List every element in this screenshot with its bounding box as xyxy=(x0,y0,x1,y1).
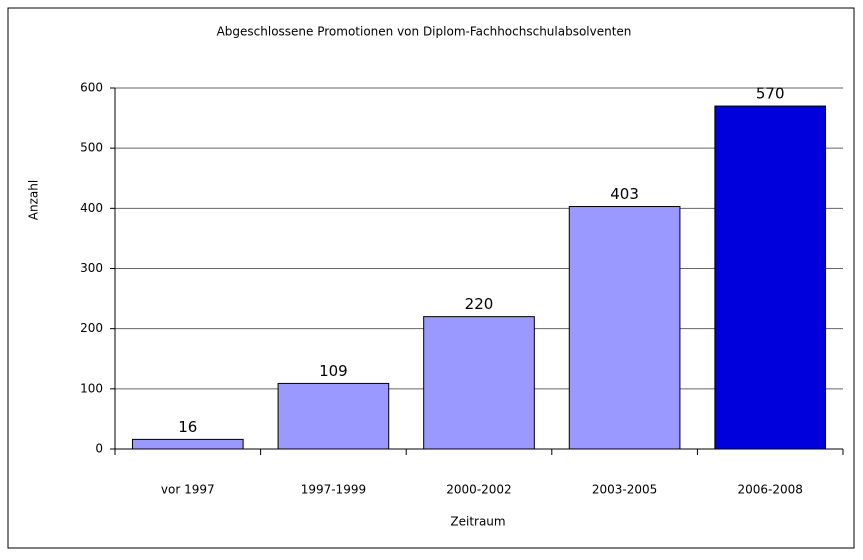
bar xyxy=(277,382,390,450)
y-tick-label: 200 xyxy=(80,321,103,335)
bar xyxy=(714,105,827,450)
y-tick-label: 500 xyxy=(80,141,103,155)
y-tick-label: 600 xyxy=(80,81,103,95)
y-axis-label: Anzahl xyxy=(27,180,41,220)
bar xyxy=(131,438,244,450)
y-tick-label: 0 xyxy=(95,442,103,456)
y-tick-label: 300 xyxy=(80,261,103,275)
y-tick-label: 400 xyxy=(80,201,103,215)
bar xyxy=(568,206,681,450)
x-tick-label: 2003-2005 xyxy=(592,483,657,497)
data-label: 570 xyxy=(756,85,785,103)
chart-title: Abgeschlossene Promotionen von Diplom-Fa… xyxy=(217,25,632,39)
data-label: 16 xyxy=(178,418,197,436)
data-label: 109 xyxy=(319,362,348,380)
x-tick-label: 2000-2002 xyxy=(446,483,511,497)
x-tick-label: 2006-2008 xyxy=(737,483,802,497)
bar xyxy=(423,316,535,450)
data-label: 220 xyxy=(465,295,494,313)
x-tick-label: 1997-1999 xyxy=(301,483,366,497)
x-axis-label: Zeitraum xyxy=(450,515,505,529)
data-label: 403 xyxy=(610,185,639,203)
chart-frame xyxy=(7,7,855,549)
x-tick-label: vor 1997 xyxy=(161,483,215,497)
y-tick-label: 100 xyxy=(80,381,103,395)
